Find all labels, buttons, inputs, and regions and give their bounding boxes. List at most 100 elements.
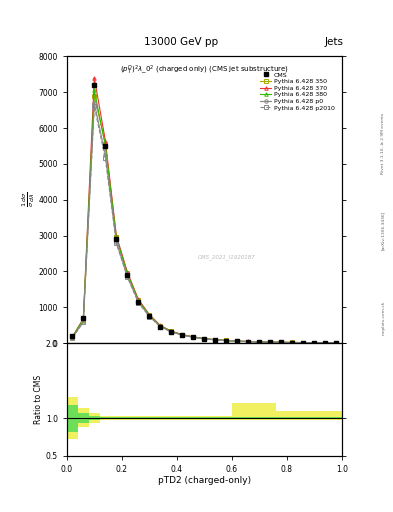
Bar	[298, 417, 309, 419]
CMS	[268, 339, 273, 345]
Text: mcplots.cern.ch: mcplots.cern.ch	[381, 300, 385, 335]
CMS	[301, 339, 306, 346]
Pythia 6.428 370	[147, 311, 152, 317]
Bar	[232, 417, 243, 419]
Pythia 6.428 p0	[213, 337, 218, 343]
Pythia 6.428 p0	[114, 239, 119, 245]
CMS	[213, 337, 218, 343]
Pythia 6.428 350	[323, 340, 328, 346]
Pythia 6.428 p0	[81, 318, 86, 325]
Pythia 6.428 370	[81, 315, 86, 322]
Pythia 6.428 p2010	[103, 155, 108, 161]
Bar	[122, 417, 133, 419]
Pythia 6.428 p2010	[268, 339, 273, 345]
Pythia 6.428 p2010	[301, 339, 306, 346]
Pythia 6.428 p2010	[235, 338, 240, 344]
Bar	[100, 416, 111, 420]
Bar	[199, 417, 210, 419]
Bar	[78, 413, 89, 423]
CMS	[323, 340, 328, 346]
Pythia 6.428 370	[169, 328, 174, 334]
Bar	[276, 417, 287, 419]
Pythia 6.428 p0	[257, 339, 262, 345]
Line: Pythia 6.428 p2010: Pythia 6.428 p2010	[71, 105, 338, 345]
CMS	[92, 82, 97, 88]
Pythia 6.428 p2010	[191, 334, 196, 340]
Pythia 6.428 350	[136, 297, 141, 303]
Bar	[287, 411, 298, 420]
CMS	[224, 337, 229, 344]
Pythia 6.428 p0	[224, 337, 229, 344]
Pythia 6.428 p0	[290, 339, 295, 346]
Bar	[188, 417, 199, 419]
Pythia 6.428 p2010	[180, 332, 185, 338]
Pythia 6.428 p0	[180, 332, 185, 338]
Text: CMS_2021_I1920187: CMS_2021_I1920187	[198, 254, 255, 260]
Pythia 6.428 370	[92, 75, 97, 81]
Pythia 6.428 p0	[169, 329, 174, 335]
Pythia 6.428 370	[158, 323, 163, 329]
Pythia 6.428 350	[268, 339, 273, 345]
Bar	[287, 417, 298, 419]
Pythia 6.428 370	[235, 338, 240, 344]
Bar	[331, 411, 342, 420]
Pythia 6.428 p2010	[70, 335, 75, 342]
Pythia 6.428 380	[125, 270, 130, 276]
Bar	[320, 417, 331, 419]
Pythia 6.428 p0	[92, 100, 97, 106]
Text: Jets: Jets	[325, 37, 344, 47]
Bar	[221, 417, 232, 419]
Line: Pythia 6.428 p0: Pythia 6.428 p0	[71, 101, 338, 345]
Pythia 6.428 370	[268, 339, 273, 345]
Bar	[67, 404, 78, 432]
CMS	[290, 339, 295, 346]
Pythia 6.428 350	[169, 328, 174, 334]
Pythia 6.428 p2010	[125, 274, 130, 280]
Pythia 6.428 380	[70, 334, 75, 340]
Pythia 6.428 380	[136, 297, 141, 304]
X-axis label: pTD2 (charged-only): pTD2 (charged-only)	[158, 477, 251, 485]
Pythia 6.428 p2010	[92, 103, 97, 110]
Pythia 6.428 380	[257, 339, 262, 345]
Bar	[254, 417, 265, 419]
CMS	[312, 339, 317, 346]
Pythia 6.428 p2010	[158, 324, 163, 330]
Pythia 6.428 p2010	[246, 338, 251, 345]
Pythia 6.428 370	[323, 339, 328, 346]
Pythia 6.428 350	[257, 339, 262, 345]
Bar	[155, 416, 166, 420]
Bar	[309, 417, 320, 419]
Pythia 6.428 p0	[147, 313, 152, 319]
Pythia 6.428 350	[290, 339, 295, 346]
Pythia 6.428 370	[103, 137, 108, 143]
Bar	[67, 397, 78, 439]
Pythia 6.428 p2010	[279, 339, 284, 346]
Pythia 6.428 380	[224, 337, 229, 344]
Line: CMS: CMS	[71, 83, 338, 345]
CMS	[257, 339, 262, 345]
Pythia 6.428 p2010	[147, 313, 152, 319]
Pythia 6.428 p0	[301, 339, 306, 346]
CMS	[191, 334, 196, 340]
Pythia 6.428 380	[334, 340, 339, 346]
Pythia 6.428 370	[70, 334, 75, 340]
Pythia 6.428 p0	[279, 339, 284, 346]
Pythia 6.428 380	[103, 142, 108, 148]
Bar	[331, 417, 342, 419]
Pythia 6.428 p0	[312, 339, 317, 346]
Pythia 6.428 380	[147, 312, 152, 318]
Pythia 6.428 p0	[70, 335, 75, 341]
Pythia 6.428 p0	[158, 324, 163, 330]
Pythia 6.428 380	[81, 316, 86, 323]
Pythia 6.428 p0	[235, 338, 240, 344]
Bar	[221, 416, 232, 420]
Pythia 6.428 p2010	[169, 329, 174, 335]
Bar	[265, 417, 276, 419]
Pythia 6.428 p0	[103, 152, 108, 158]
Pythia 6.428 350	[103, 141, 108, 147]
Text: 13000 GeV pp: 13000 GeV pp	[144, 37, 218, 47]
Pythia 6.428 380	[180, 332, 185, 338]
CMS	[202, 336, 207, 342]
Bar	[133, 417, 144, 419]
Pythia 6.428 p0	[323, 340, 328, 346]
